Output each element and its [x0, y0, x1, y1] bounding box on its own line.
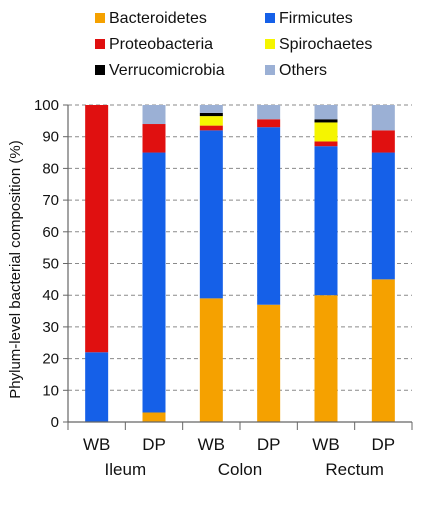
bar-segment-others-3	[257, 105, 281, 120]
legend-label-spirochaetes: Spirochaetes	[279, 36, 372, 53]
bar-segment-verrucomicrobia-4	[314, 119, 338, 123]
bar-segment-others-1	[142, 105, 166, 125]
legend: Bacteroidetes Firmicutes Proteobacteria Spi…	[95, 10, 372, 79]
y-tick-label-30: 30	[42, 319, 59, 336]
legend-swatch-others	[265, 65, 275, 75]
bar-segment-firmicutes-1	[142, 152, 166, 413]
gridlines	[68, 104, 412, 391]
bar-segment-bacteroidetes-3	[257, 304, 281, 422]
y-tick-label-90: 90	[42, 129, 59, 146]
bar-segment-firmicutes-0	[85, 352, 109, 422]
x-tick-label-0: WB	[83, 435, 110, 454]
legend-label-bacteroidetes: Bacteroidetes	[109, 10, 207, 27]
bar-segment-spirochaetes-2	[199, 116, 223, 126]
legend-swatch-verrucomicrobia	[95, 65, 105, 75]
bar-segment-proteobacteria-1	[142, 124, 166, 153]
y-tick-label-0: 0	[51, 414, 59, 431]
bar-segment-firmicutes-4	[314, 146, 338, 296]
x-tick-label-5: DP	[372, 435, 396, 454]
bar-segment-others-2	[199, 105, 223, 113]
bar-segment-firmicutes-5	[371, 152, 395, 280]
y-tick-label-100: 100	[34, 97, 59, 114]
bar-segment-others-4	[314, 105, 338, 120]
bar-segment-bacteroidetes-4	[314, 295, 338, 422]
bars	[85, 105, 395, 422]
y-tick-label-70: 70	[42, 192, 59, 209]
legend-label-proteobacteria: Proteobacteria	[109, 36, 213, 53]
bar-segment-proteobacteria-2	[199, 125, 223, 131]
bar-segment-proteobacteria-4	[314, 141, 338, 147]
bar-segment-bacteroidetes-5	[371, 279, 395, 422]
legend-swatch-spirochaetes	[265, 39, 275, 49]
bar-segment-bacteroidetes-1	[142, 412, 166, 422]
y-tick-label-60: 60	[42, 224, 59, 241]
group-label-rectum: Rectum	[325, 460, 384, 479]
group-label-ileum: Ileum	[105, 460, 147, 479]
bar-segment-firmicutes-3	[257, 127, 281, 305]
y-tick-label-50: 50	[42, 256, 59, 273]
x-tick-label-4: WB	[312, 435, 339, 454]
x-tick-label-1: DP	[142, 435, 166, 454]
legend-label-verrucomicrobia: Verrucomicrobia	[109, 62, 225, 79]
axis-labels: 0 10 20 30 40 50 60 70 80 90 100 WB DP WB DP WB DP Ileum C…	[7, 97, 395, 479]
y-tick-label-80: 80	[42, 160, 59, 177]
legend-swatch-proteobacteria	[95, 39, 105, 49]
bar-segment-proteobacteria-3	[257, 119, 281, 128]
bar-segment-bacteroidetes-2	[199, 298, 223, 422]
x-tick-label-2: WB	[198, 435, 225, 454]
legend-swatch-bacteroidetes	[95, 13, 105, 23]
bar-segment-firmicutes-2	[199, 130, 223, 299]
bar-segment-verrucomicrobia-2	[199, 112, 223, 117]
bar-segment-proteobacteria-0	[85, 105, 109, 353]
y-tick-label-20: 20	[42, 351, 59, 368]
bar-segment-proteobacteria-5	[371, 130, 395, 153]
group-label-colon: Colon	[218, 460, 262, 479]
bar-segment-spirochaetes-4	[314, 122, 338, 142]
y-tick-label-40: 40	[42, 287, 59, 304]
legend-label-others: Others	[279, 62, 327, 79]
x-tick-label-3: DP	[257, 435, 281, 454]
legend-label-firmicutes: Firmicutes	[279, 10, 353, 27]
y-tick-label-10: 10	[42, 382, 59, 399]
axes	[63, 104, 413, 430]
y-axis-title: Phylum-level bacterial composition (%)	[7, 140, 24, 398]
legend-swatch-firmicutes	[265, 13, 275, 23]
bar-segment-others-5	[371, 105, 395, 131]
